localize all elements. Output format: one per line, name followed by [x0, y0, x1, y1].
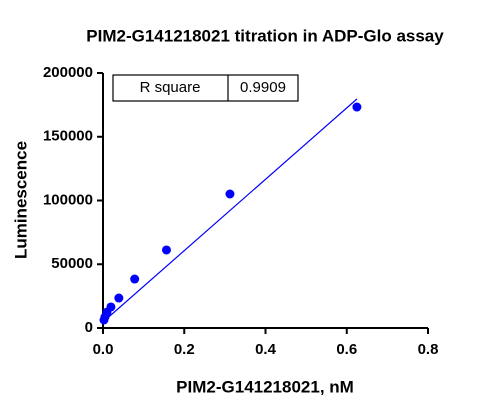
data-point: [161, 245, 171, 255]
data-point: [99, 315, 109, 325]
x-tick-label: 0.2: [174, 341, 195, 358]
data-point: [225, 189, 235, 199]
y-tick-label: 50000: [51, 255, 93, 272]
y-tick-label: 0: [85, 319, 93, 336]
data-point: [352, 102, 362, 112]
x-tick-label: 0.8: [418, 341, 439, 358]
chart-title: PIM2-G141218021 titration in ADP-Glo ass…: [86, 26, 444, 45]
stats-value: 0.9909: [240, 79, 286, 96]
x-tick-label: 0.6: [336, 341, 357, 358]
data-point: [130, 274, 140, 284]
stats-label: R square: [140, 79, 201, 96]
y-axis-label: Luminescence: [11, 141, 30, 259]
y-tick-label: 100000: [43, 191, 93, 208]
y-tick-label: 200000: [43, 64, 93, 81]
x-tick-label: 0.0: [93, 341, 114, 358]
x-tick-label: 0.4: [255, 341, 277, 358]
data-point: [114, 293, 124, 303]
stats-table: [112, 74, 299, 102]
y-tick-label: 150000: [43, 128, 93, 145]
x-axis-label: PIM2-G141218021, nM: [176, 377, 354, 396]
fit-line: [102, 98, 358, 323]
